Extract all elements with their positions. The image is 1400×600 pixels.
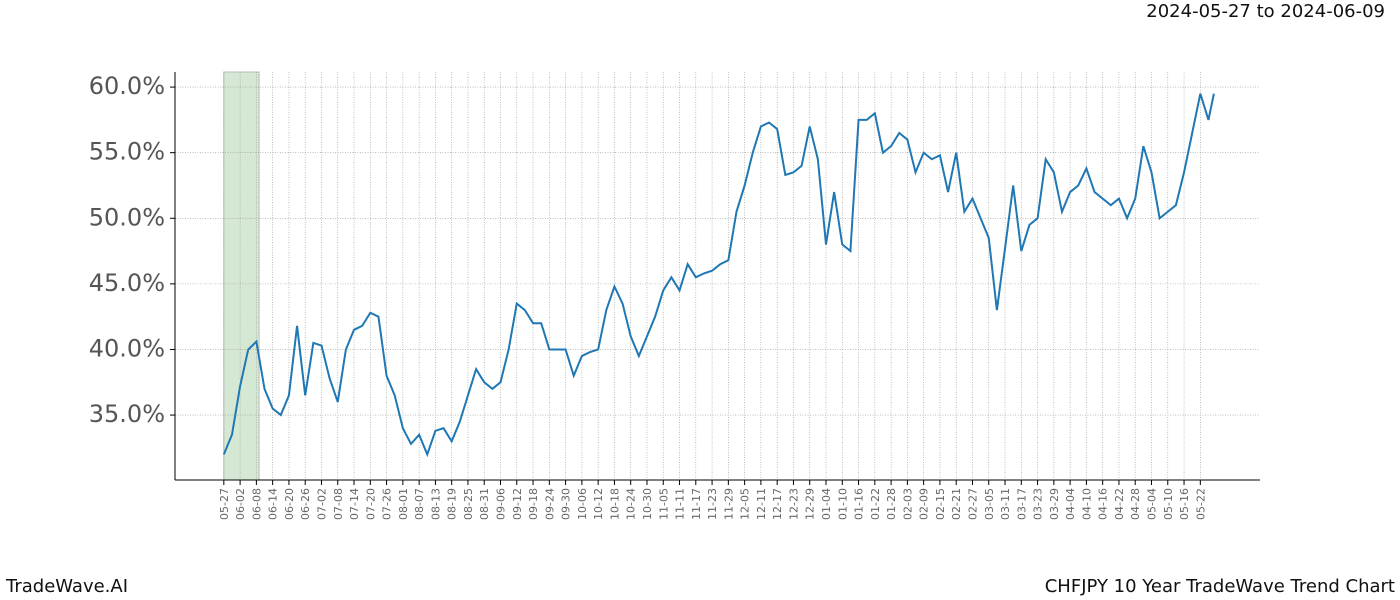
x-tick-label: 11-23: [706, 488, 719, 520]
series-line: [222, 93, 1215, 458]
x-tick-label: 11-29: [722, 488, 735, 520]
x-tick-label: 05-04: [1146, 488, 1159, 520]
x-tick-label: 03-23: [1032, 488, 1045, 520]
x-tick-label: 12-23: [787, 488, 800, 520]
x-tick-label: 03-29: [1048, 488, 1061, 520]
y-tick-label: 40.0%: [89, 334, 165, 362]
x-tick-label: 09-06: [495, 488, 508, 520]
x-tick-label: 08-01: [397, 488, 410, 520]
x-tick-label: 05-22: [1194, 488, 1207, 520]
x-tick-label: 06-26: [299, 488, 312, 520]
x-tick-label: 05-27: [218, 488, 231, 520]
x-tick-label: 12-29: [804, 488, 817, 520]
x-tick-label: 10-24: [625, 488, 638, 520]
x-tick-label: 03-05: [983, 488, 996, 520]
x-tick-label: 10-30: [641, 488, 654, 520]
x-tick-label: 01-16: [853, 488, 866, 520]
x-tick-label: 08-25: [462, 488, 475, 520]
x-tick-label: 08-13: [429, 488, 442, 520]
x-tick-label: 02-21: [950, 488, 963, 520]
x-tick-label: 12-11: [755, 488, 768, 520]
y-tick-label: 35.0%: [89, 400, 165, 428]
x-tick-label: 07-02: [315, 488, 328, 520]
x-tick-label: 07-20: [364, 488, 377, 520]
x-tick-label: 11-17: [690, 488, 703, 520]
x-tick-label: 02-03: [901, 488, 914, 520]
x-tick-label: 11-05: [657, 488, 670, 520]
y-tick-label: 55.0%: [89, 138, 165, 166]
x-tick-label: 03-11: [999, 488, 1012, 520]
x-tick-label: 04-10: [1080, 488, 1093, 520]
x-tick-label: 07-14: [348, 488, 361, 520]
x-tick-label: 05-16: [1178, 488, 1191, 520]
x-tick-label: 02-15: [934, 488, 947, 520]
x-tick-label: 11-11: [674, 488, 687, 520]
x-tick-label: 01-04: [820, 488, 833, 520]
x-tick-label: 07-26: [381, 488, 394, 520]
x-tick-label: 06-02: [234, 488, 247, 520]
x-tick-label: 12-05: [739, 488, 752, 520]
x-tick-label: 04-04: [1064, 488, 1077, 520]
x-tick-label: 06-08: [250, 488, 263, 520]
x-tick-label: 10-18: [608, 488, 621, 520]
x-tick-label: 08-31: [478, 488, 491, 520]
x-tick-label: 06-14: [267, 488, 280, 520]
x-tick-label: 09-30: [560, 488, 573, 520]
x-tick-label: 05-10: [1162, 488, 1175, 520]
x-tick-label: 10-12: [592, 488, 605, 520]
brand: TradeWave.AI: [5, 576, 128, 597]
date-range: 2024-05-27 to 2024-06-09: [1146, 1, 1385, 22]
x-tick-label: 12-17: [771, 488, 784, 520]
x-tick-label: 09-24: [543, 488, 556, 520]
x-tick-label: 09-12: [511, 488, 524, 520]
x-tick-label: 03-17: [1015, 488, 1028, 520]
x-tick-label: 04-22: [1113, 488, 1126, 520]
x-tick-label: 10-06: [576, 488, 589, 520]
x-tick-label: 01-22: [869, 488, 882, 520]
x-tick-label: 02-27: [966, 488, 979, 520]
x-tick-label: 08-19: [446, 488, 459, 520]
x-tick-label: 08-07: [413, 488, 426, 520]
y-tick-label: 50.0%: [89, 203, 165, 231]
x-tick-label: 01-10: [836, 488, 849, 520]
chart-caption: CHFJPY 10 Year TradeWave Trend Chart: [1045, 576, 1395, 597]
x-tick-label: 04-16: [1097, 488, 1110, 520]
x-tick-label: 07-08: [332, 488, 345, 520]
x-tick-label: 09-18: [527, 488, 540, 520]
highlight-span: [223, 71, 260, 481]
x-tick-label: 02-09: [918, 488, 931, 520]
x-tick-label: 01-28: [885, 488, 898, 520]
x-tick-label: 04-28: [1129, 488, 1142, 520]
y-tick-label: 45.0%: [89, 269, 165, 297]
x-tick-label: 06-20: [283, 488, 296, 520]
y-tick-label: 60.0%: [89, 72, 165, 100]
